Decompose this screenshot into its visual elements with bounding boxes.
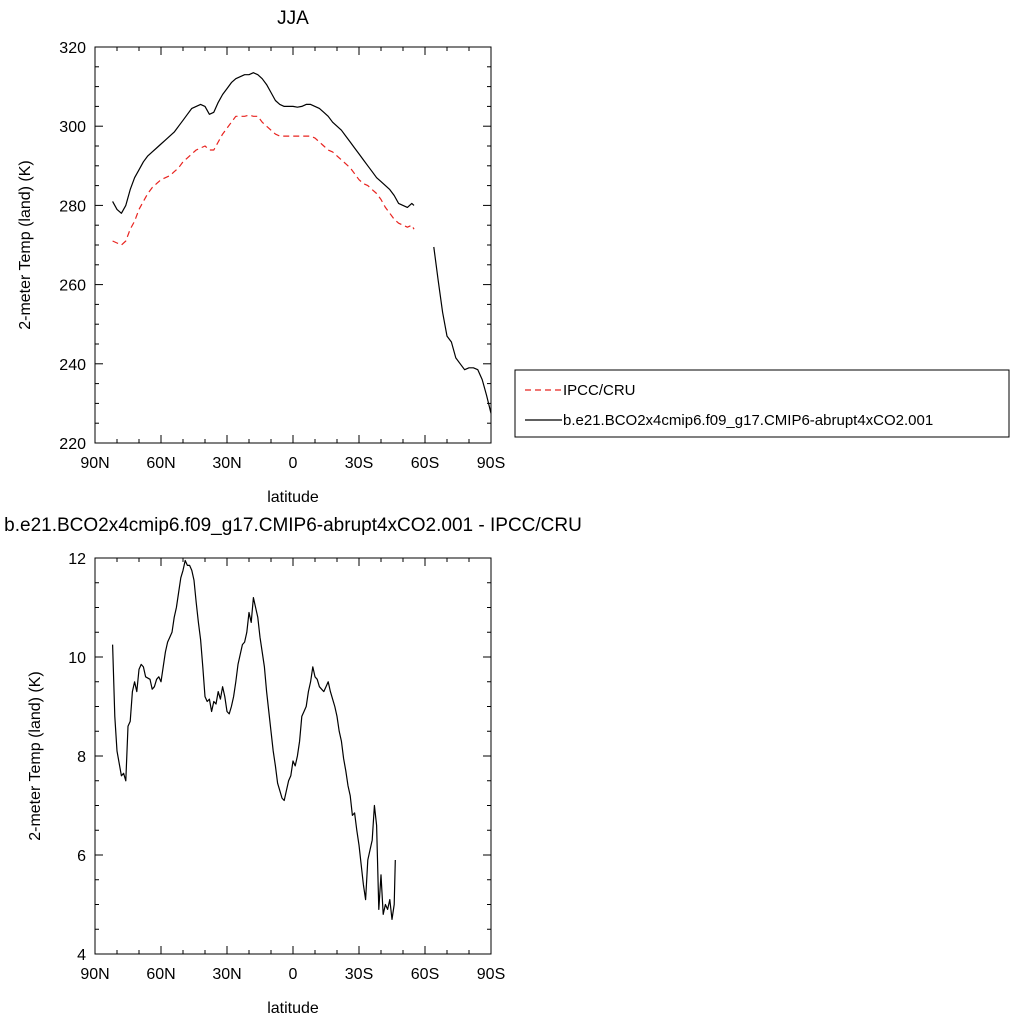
top-x-tick-label: 0 — [289, 455, 298, 472]
top-y-tick-label: 300 — [59, 119, 86, 136]
bottom-x-tick-label: 60N — [146, 966, 175, 983]
bottom-panel: b.e21.BCO2x4cmip6.f09_g17.CMIP6-abrupt4x… — [4, 515, 582, 1017]
top-series-line-1 — [433, 246, 492, 414]
legend-label-ipcc-cru: IPCC/CRU — [563, 382, 636, 399]
top-y-tick-label: 240 — [59, 357, 86, 374]
bottom-panel-title: b.e21.BCO2x4cmip6.f09_g17.CMIP6-abrupt4x… — [4, 515, 582, 536]
top-panel-title: JJA — [277, 8, 309, 29]
legend-box — [514, 369, 1010, 438]
top-y-tick-label: 320 — [59, 40, 86, 57]
bottom-x-tick-label: 0 — [289, 966, 298, 983]
legend-label-model: b.e21.BCO2x4cmip6.f09_g17.CMIP6-abrupt4x… — [563, 412, 933, 429]
bottom-plot-frame — [94, 557, 492, 955]
bottom-y-axis-label: 2-meter Temp (land) (K) — [27, 671, 44, 841]
top-x-tick-label: 30S — [345, 455, 373, 472]
top-x-tick-label: 90N — [80, 455, 109, 472]
bottom-x-tick-label: 30N — [212, 966, 241, 983]
bottom-x-tick-label: 90N — [80, 966, 109, 983]
legend: IPCC/CRU b.e21.BCO2x4cmip6.f09_g17.CMIP6… — [514, 369, 1010, 438]
bottom-x-tick-label: 90S — [477, 966, 505, 983]
top-plot-frame — [94, 46, 492, 444]
top-x-tick-label: 60S — [411, 455, 439, 472]
top-y-tick-label: 220 — [59, 436, 86, 453]
top-y-axis-label: 2-meter Temp (land) (K) — [17, 160, 34, 330]
top-plot-area: 90N 60N 30N 0 30S 60S 90S 220 240 260 280 300 320 — [59, 40, 505, 472]
top-series-line-0 — [112, 114, 415, 246]
bottom-x-axis-label: latitude — [267, 1000, 319, 1017]
top-x-tick-label: 60N — [146, 455, 175, 472]
bottom-y-tick-label: 6 — [77, 848, 86, 865]
top-x-tick-label: 90S — [477, 455, 505, 472]
top-y-tick-label: 260 — [59, 278, 86, 295]
top-x-tick-label: 30N — [212, 455, 241, 472]
bottom-plot-area: 90N 60N 30N 0 30S 60S 90S 4 6 8 10 12 — [68, 551, 505, 983]
bottom-y-tick-label: 8 — [77, 749, 86, 766]
bottom-y-tick-label: 10 — [68, 650, 86, 667]
top-y-tick-label: 280 — [59, 198, 86, 215]
bottom-y-tick-label: 4 — [77, 947, 86, 964]
top-series-line-1 — [112, 72, 415, 214]
top-panel: JJA 90N 60N 30N 0 30S 60S 90S 220 240 260 280 300 32… — [17, 8, 505, 506]
bottom-y-tick-label: 12 — [68, 551, 86, 568]
bottom-series-line-0 — [112, 559, 396, 921]
bottom-x-tick-label: 30S — [345, 966, 373, 983]
top-x-axis-label: latitude — [267, 489, 319, 506]
bottom-x-tick-label: 60S — [411, 966, 439, 983]
